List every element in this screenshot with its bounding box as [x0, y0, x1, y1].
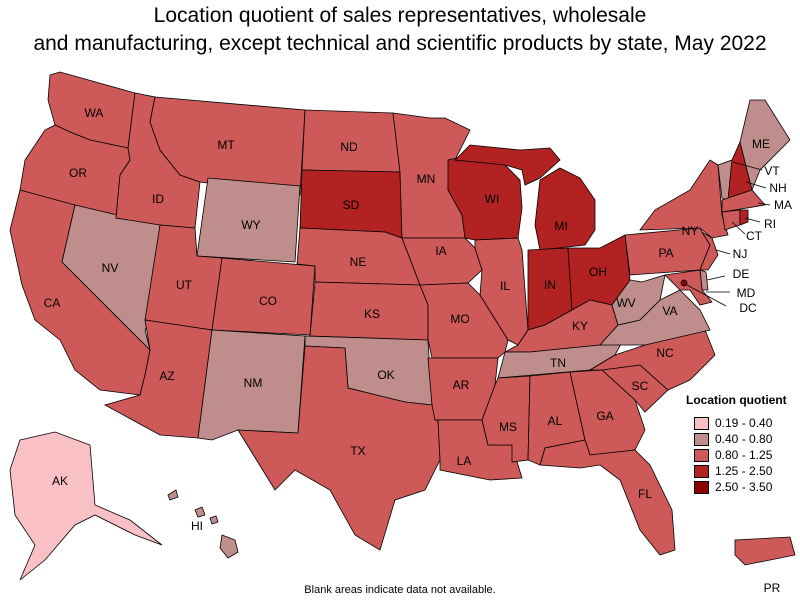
label-RI: RI [764, 217, 776, 231]
state-HI[interactable] [167, 489, 239, 559]
label-HI: HI [191, 519, 203, 533]
state-NC[interactable] [588, 329, 716, 391]
leader-VT [732, 161, 763, 171]
label-KS: KS [364, 307, 380, 321]
label-MD: MD [737, 286, 756, 300]
legend-label: 2.50 - 3.50 [715, 480, 773, 494]
label-IL: IL [500, 279, 510, 293]
state-WV[interactable] [611, 274, 666, 326]
label-LA: LA [457, 454, 472, 468]
leader-CT [731, 221, 746, 235]
state-MD[interactable] [664, 269, 713, 306]
label-MA: MA [774, 198, 792, 212]
legend-label: 0.80 - 1.25 [715, 448, 773, 462]
label-IN: IN [544, 278, 556, 292]
label-NH: NH [769, 181, 786, 195]
label-ID: ID [152, 192, 164, 206]
label-WI: WI [485, 192, 500, 206]
label-NV: NV [102, 261, 119, 275]
label-AK: AK [52, 474, 68, 488]
label-WY: WY [241, 218, 260, 232]
label-AR: AR [453, 378, 470, 392]
state-TX[interactable] [237, 345, 441, 551]
label-NC: NC [656, 346, 674, 360]
label-VT: VT [764, 164, 780, 178]
state-WY[interactable] [196, 177, 301, 263]
label-OH: OH [589, 265, 607, 279]
legend-title: Location quotient [686, 393, 787, 407]
label-AZ: AZ [159, 369, 174, 383]
legend-item: 2.50 - 3.50 [686, 479, 798, 495]
legend-label: 1.25 - 2.50 [715, 464, 773, 478]
label-NM: NM [244, 376, 263, 390]
label-SC: SC [632, 379, 649, 393]
label-VA: VA [662, 304, 677, 318]
label-KY: KY [572, 319, 588, 333]
legend-swatch [694, 432, 709, 446]
label-DE: DE [733, 267, 750, 281]
label-UT: UT [176, 278, 193, 292]
footnote: Blank areas indicate data not available. [304, 584, 496, 596]
label-FL: FL [638, 487, 652, 501]
map-legend: Location quotient 0.19 - 0.40 0.40 - 0.8… [686, 393, 798, 495]
legend-swatch [694, 464, 709, 478]
label-SD: SD [343, 198, 360, 212]
legend-swatch [694, 416, 709, 430]
map-title: Location quotient of sales representativ… [0, 2, 800, 58]
legend-item: 1.25 - 2.50 [686, 463, 798, 479]
label-MS: MS [499, 420, 517, 434]
leader-MA [757, 202, 771, 206]
label-DC: DC [739, 301, 757, 315]
label-AL: AL [548, 414, 563, 428]
legend-item: 0.19 - 0.40 [686, 415, 798, 431]
state-MO[interactable] [419, 282, 509, 359]
label-PR: PR [764, 581, 781, 595]
label-NJ: NJ [733, 247, 748, 261]
label-CA: CA [44, 296, 61, 310]
legend-label: 0.19 - 0.40 [715, 416, 773, 430]
legend-item: 0.80 - 1.25 [686, 447, 798, 463]
title-line-2: and manufacturing, except technical and … [33, 32, 767, 55]
legend-item: 0.40 - 0.80 [686, 431, 798, 447]
label-WV: WV [616, 296, 635, 310]
state-DC[interactable] [680, 279, 688, 287]
state-PR[interactable] [734, 536, 796, 566]
label-ME: ME [752, 137, 770, 151]
leader-NH [745, 181, 767, 189]
state-FL[interactable] [539, 439, 676, 556]
label-NE: NE [350, 255, 367, 269]
state-MA[interactable] [721, 189, 766, 213]
state-MI[interactable] [454, 144, 596, 251]
label-WA: WA [85, 106, 104, 120]
state-NJ[interactable] [699, 231, 719, 271]
legend-label: 0.40 - 0.80 [715, 432, 773, 446]
state-AK[interactable] [9, 431, 163, 581]
label-TX: TX [350, 444, 365, 458]
label-PA: PA [658, 246, 673, 260]
state-IL[interactable] [474, 237, 529, 346]
label-GA: GA [596, 409, 613, 423]
leader-NJ [715, 249, 731, 255]
state-RI[interactable] [739, 209, 749, 226]
label-ND: ND [340, 140, 358, 154]
legend-swatch [694, 448, 709, 462]
legend-swatch [694, 480, 709, 494]
title-line-1: Location quotient of sales representativ… [153, 4, 647, 27]
label-CT: CT [746, 229, 763, 243]
leader-DE [706, 275, 726, 281]
state-NY[interactable] [639, 159, 729, 239]
label-MO: MO [450, 312, 469, 326]
label-NY: NY [682, 224, 699, 238]
leader-RI [744, 217, 761, 223]
label-TN: TN [550, 356, 566, 370]
label-OR: OR [69, 166, 87, 180]
label-MT: MT [217, 138, 235, 152]
label-OK: OK [377, 368, 394, 382]
label-MN: MN [417, 172, 436, 186]
label-IA: IA [435, 244, 446, 258]
leader-DC [686, 284, 727, 307]
label-CO: CO [259, 294, 277, 308]
label-MI: MI [554, 219, 567, 233]
